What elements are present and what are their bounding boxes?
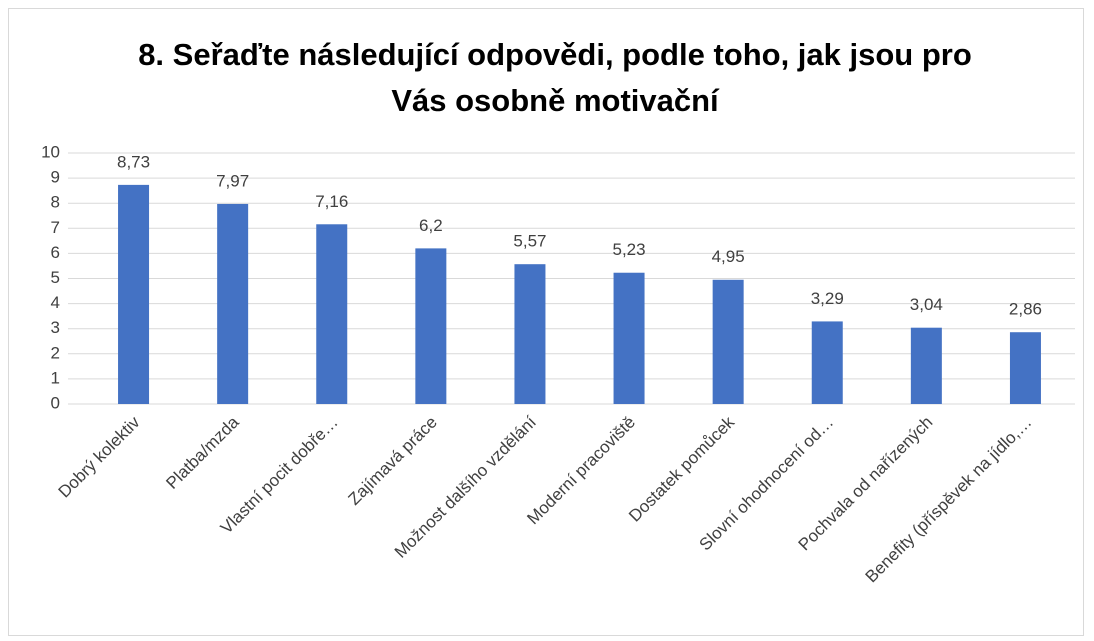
x-tick-label: Platba/mzda bbox=[162, 412, 243, 493]
y-tick-label: 1 bbox=[51, 368, 60, 387]
data-label: 2,86 bbox=[1009, 300, 1042, 319]
bar bbox=[514, 264, 546, 404]
bar bbox=[217, 203, 249, 404]
data-label: 3,04 bbox=[910, 295, 943, 314]
data-label: 5,57 bbox=[513, 232, 546, 251]
data-label: 4,95 bbox=[712, 247, 745, 266]
y-tick-label: 5 bbox=[51, 268, 60, 287]
x-tick-label: Benefity (příspěvek na jídlo,… bbox=[862, 413, 1036, 587]
data-label: 7,97 bbox=[216, 171, 249, 190]
data-label: 5,23 bbox=[613, 240, 646, 259]
x-tick-label: Moderní pracoviště bbox=[523, 413, 639, 529]
y-tick-label: 10 bbox=[41, 142, 60, 161]
data-label: 6,2 bbox=[419, 216, 443, 235]
y-tick-label: 4 bbox=[51, 293, 60, 312]
bar bbox=[415, 248, 447, 404]
bar bbox=[1009, 332, 1041, 404]
data-label: 7,16 bbox=[315, 192, 348, 211]
data-label: 8,73 bbox=[117, 152, 150, 171]
x-tick-label: Dostatek pomůcek bbox=[625, 412, 738, 525]
y-tick-label: 7 bbox=[51, 218, 60, 237]
y-tick-label: 9 bbox=[51, 168, 60, 187]
chart-title: 8. Seřaďte následující odpovědi, podle t… bbox=[138, 37, 972, 118]
y-tick-label: 0 bbox=[51, 393, 60, 412]
y-tick-label: 8 bbox=[51, 193, 60, 212]
y-tick-label: 6 bbox=[51, 243, 60, 262]
chart-frame bbox=[8, 8, 1084, 636]
x-tick-label: Zajímavá práce bbox=[345, 413, 441, 509]
y-tick-label: 2 bbox=[51, 343, 60, 362]
bar bbox=[910, 327, 942, 404]
bar bbox=[712, 279, 744, 404]
bar bbox=[316, 224, 348, 404]
data-label: 3,29 bbox=[811, 289, 844, 308]
bar bbox=[118, 184, 150, 404]
y-tick-label: 3 bbox=[51, 318, 60, 337]
bar bbox=[613, 272, 645, 404]
x-tick-label: Dobrý kolektiv bbox=[55, 412, 144, 501]
bar bbox=[811, 321, 843, 404]
